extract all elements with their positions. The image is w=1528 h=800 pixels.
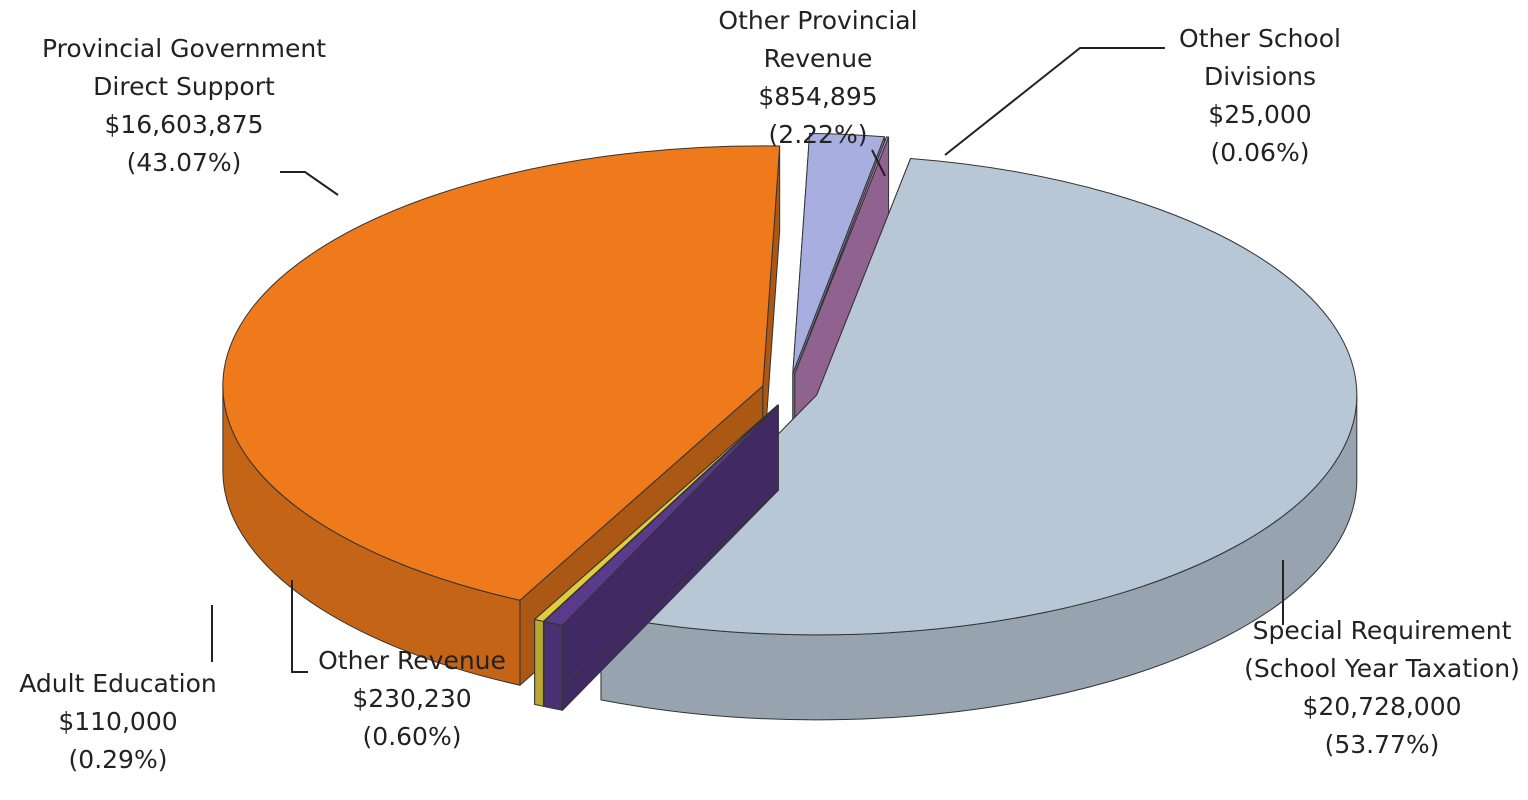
label-value: $25,000 <box>1208 100 1312 129</box>
slice-top <box>543 404 779 626</box>
slice-top <box>222 145 781 601</box>
leader-line <box>280 171 339 196</box>
slice-rim <box>543 621 563 711</box>
label-percent: (2.22%) <box>768 120 868 149</box>
slice-label: Provincial Government Direct Support $16,… <box>39 30 329 182</box>
slice-label: Other Revenue $230,230 (0.60%) <box>307 642 517 756</box>
slice-label: Other School Divisions $25,000 (0.06%) <box>1160 20 1360 172</box>
label-value: $854,895 <box>758 82 878 111</box>
label-percent: (53.77%) <box>1324 730 1440 759</box>
slice-label: Special Requirement (School Year Taxatio… <box>1237 612 1527 764</box>
slice-top <box>792 132 885 374</box>
label-name: Adult Education <box>19 669 217 698</box>
label-value: $16,603,875 <box>104 110 264 139</box>
slice-label: Other Provincial Revenue $854,895 (2.22%) <box>693 2 943 154</box>
slice-top <box>794 136 890 374</box>
label-value: $20,728,000 <box>1302 692 1462 721</box>
pie <box>222 132 1358 721</box>
label-name: Other Revenue <box>318 646 506 675</box>
leader-line <box>944 47 1165 156</box>
slice <box>543 404 779 711</box>
label-name: Other School Divisions <box>1179 24 1341 91</box>
leader-line <box>871 149 886 177</box>
slice-label: Adult Education $110,000 (0.29%) <box>0 665 238 779</box>
label-name: Other Provincial Revenue <box>718 6 918 73</box>
label-name: Special Requirement (School Year Taxatio… <box>1244 616 1520 683</box>
label-percent: (0.06%) <box>1210 138 1310 167</box>
leader-line <box>291 580 308 673</box>
slice-top <box>534 404 779 622</box>
label-percent: (0.29%) <box>68 745 168 774</box>
label-value: $230,230 <box>352 684 472 713</box>
label-value: $110,000 <box>58 707 178 736</box>
slice-rim <box>534 618 544 707</box>
slice <box>794 136 890 459</box>
label-name: Provincial Government Direct Support <box>41 34 327 101</box>
slice-top <box>600 157 1358 636</box>
label-percent: (43.07%) <box>126 148 242 177</box>
label-percent: (0.60%) <box>362 722 462 751</box>
